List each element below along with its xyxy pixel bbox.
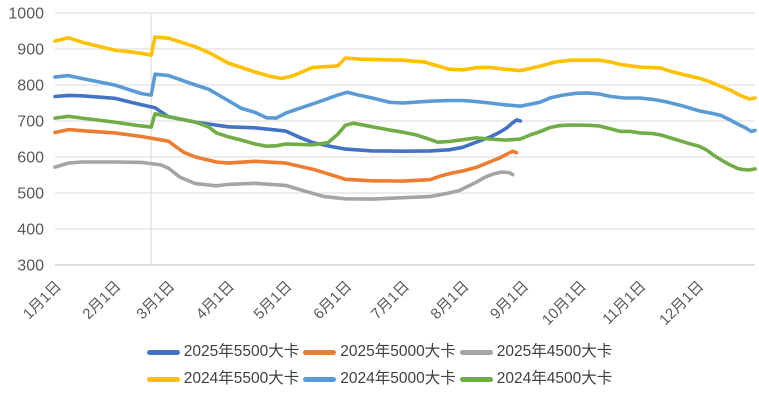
chart-legend: 2025年5500大卡 2025年5000大卡 2025年4500大卡 2024年55…: [0, 342, 759, 389]
x-axis-tick-label: 10月1日: [539, 278, 590, 329]
y-axis-tick-label: 1000: [8, 6, 44, 23]
series-line-2025-5500: [53, 93, 523, 153]
legend-row: 2025年5500大卡 2025年5000大卡 2025年4500大卡: [146, 342, 613, 362]
series-line-2024-5000: [53, 72, 757, 134]
x-axis-tick-label: 11月1日: [599, 278, 649, 328]
legend-swatch-2025-4500: [459, 349, 493, 355]
y-axis-tick-label: 900: [17, 42, 44, 59]
x-axis-tick-label: 3月1日: [133, 278, 178, 323]
legend-item-2025-4500: 2025年4500大卡: [459, 342, 613, 362]
legend-swatch-2025-5000: [303, 349, 337, 355]
legend-item-2025-5500: 2025年5500大卡: [146, 342, 300, 362]
legend-label: 2025年5500大卡: [183, 343, 300, 360]
x-axis-tick-label: 12月1日: [656, 278, 707, 329]
y-axis-tick-label: 700: [17, 114, 44, 131]
legend-label: 2025年5000大卡: [340, 343, 456, 360]
x-axis-tick-label: 8月1日: [427, 278, 472, 323]
x-axis-tick-label: 2月1日: [79, 278, 124, 323]
x-axis-tick-label: 6月1日: [310, 278, 355, 323]
legend-label: 2024年4500大卡: [496, 370, 613, 387]
series-line-2024-5500: [53, 35, 757, 101]
legend-label: 2024年5500大卡: [183, 370, 300, 387]
x-axis-tick-label: 1月1日: [20, 278, 65, 323]
x-axis-tick-label: 4月1日: [193, 278, 238, 323]
legend-swatch-2024-5000: [303, 376, 337, 382]
legend-item-2024-5500: 2024年5500大卡: [146, 369, 300, 389]
x-axis-tick-label: 9月1日: [487, 278, 532, 323]
series-line-2024-4500: [53, 112, 757, 172]
legend-swatch-2024-4500: [459, 376, 493, 382]
x-axis-tick-label: 7月1日: [368, 278, 413, 323]
y-axis-tick-label: 400: [17, 222, 44, 239]
y-axis-tick-label: 600: [17, 150, 44, 167]
legend-label: 2025年4500大卡: [496, 343, 613, 360]
y-axis-tick-label: 800: [17, 78, 44, 95]
series-line-2025-4500: [53, 160, 515, 201]
x-axis-tick-label: 5月1日: [251, 278, 296, 323]
legend-swatch-2024-5500: [146, 376, 180, 382]
legend-item-2025-5000: 2025年5000大卡: [303, 342, 456, 362]
y-axis-tick-label: 300: [17, 258, 44, 275]
legend-row: 2024年5500大卡 2024年5000大卡 2024年4500大卡: [146, 369, 613, 389]
legend-item-2024-4500: 2024年4500大卡: [459, 369, 613, 389]
legend-item-2024-5000: 2024年5000大卡: [303, 369, 456, 389]
plot-area: 300 400 500 600 700 800 900 1000 1月1日 2月1日 3月1日 4月1…: [8, 6, 757, 329]
legend-swatch-2025-5500: [146, 349, 180, 355]
series-line-2025-5000: [53, 127, 519, 183]
legend-label: 2024年5000大卡: [340, 370, 456, 387]
y-axis-tick-label: 500: [17, 186, 44, 203]
